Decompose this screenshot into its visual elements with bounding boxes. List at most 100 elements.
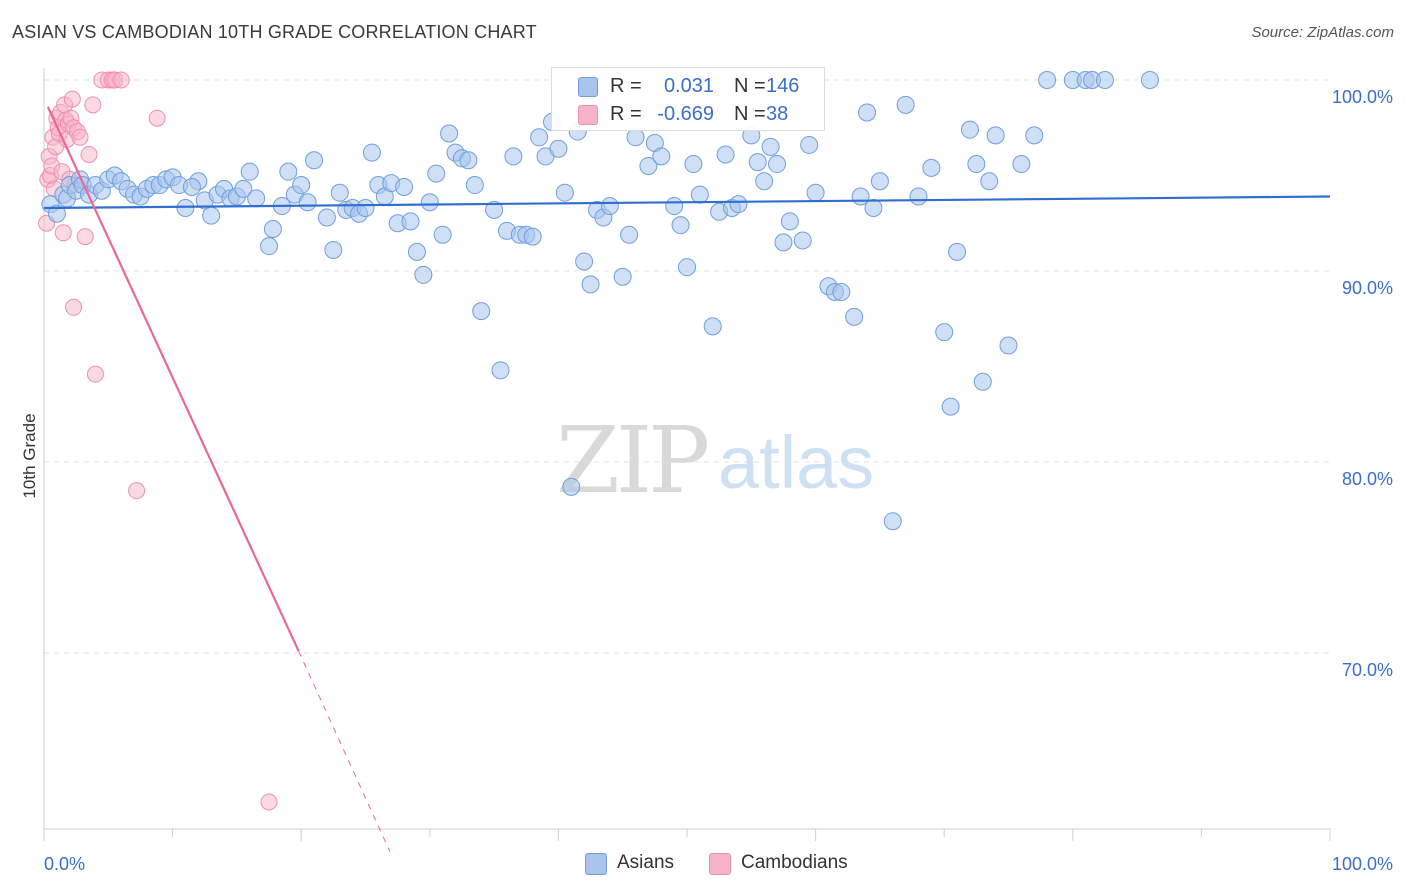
asians-point [47,204,66,223]
asians-point [690,185,709,204]
cambodians-point [148,109,166,127]
asians-point [845,307,864,326]
asians-point [780,212,799,231]
asians-point [247,189,266,208]
asians-point [1140,71,1159,89]
asians-point [549,139,568,158]
y-tick-labels: 100.0% 90.0% 80.0% 70.0% [1332,87,1393,680]
stats-legend: R = 0.031 N = 146 R = -0.669 N = 38 [551,67,825,131]
asians-point [793,231,812,250]
asians-point [292,176,311,195]
cambodians-point [80,145,98,163]
asians-point [600,197,619,216]
asians-point [870,172,889,191]
asians-point [671,216,690,235]
asians-point [748,153,767,172]
asians-point [960,120,979,139]
asians-point [305,151,324,170]
r-value: 0.031 [663,75,714,97]
asians-point [523,227,542,246]
asians-point [800,135,819,154]
asians-point [530,128,549,147]
asians-point [986,126,1005,145]
stats-row-cambodians: R = -0.669 N = 38 [552,101,824,129]
cambodians-point [112,71,130,89]
n-value: 146 [766,75,800,97]
chart-title: ASIAN VS CAMBODIAN 10TH GRADE CORRELATIO… [12,22,537,42]
y-tick-label: 90.0% [1342,278,1393,298]
legend-label: Asians [617,852,675,873]
asians-point [896,95,915,114]
x-tick-label: 0.0% [44,854,85,874]
asians-point [935,323,954,342]
asians-point [485,200,504,219]
asians-point [472,302,491,321]
asians-point [806,183,825,202]
asians-point [941,397,960,416]
cambodians-point [86,365,104,383]
cambodians-point [54,224,72,242]
n-label: N = [734,75,766,97]
asians-point [401,212,420,231]
asians-point [298,193,317,212]
asians-point [909,187,928,206]
asians-point [324,240,343,259]
cambodians-point [71,128,89,146]
asians-point [967,155,986,174]
asians-legend-swatch [585,853,607,875]
asians-point [684,155,703,174]
asians-point [716,145,735,164]
asians-point [575,252,594,271]
asians-point [832,283,851,302]
asians-trend-line [43,195,1331,210]
asians-point [182,177,201,196]
asians-point [1025,126,1044,145]
r-value: -0.669 [657,103,714,125]
asians-point [279,162,298,181]
asians-point [626,128,645,147]
asians-point [491,361,510,380]
asians-point [883,512,902,531]
asians-point [260,237,279,256]
asians-point [362,143,381,162]
cambodians-legend-swatch [709,853,731,875]
x-tick-labels: 0.0% 100.0% [44,854,1393,874]
asians-point [263,219,282,238]
asians-point [433,225,452,244]
watermark-zip: ZIP [556,407,707,514]
asians-point [420,193,439,212]
asians-point [356,198,375,217]
asians-point [703,317,722,336]
asians-point [465,176,484,195]
cambodians-point [84,96,102,114]
asians-point [395,177,414,196]
asians-point [317,208,336,227]
asians-point [620,225,639,244]
asians-point [768,155,787,174]
asians-point [414,265,433,284]
asians-point [761,137,780,156]
cambodians-point [63,90,81,108]
cambodians-swatch [578,105,598,125]
cambodians-trend-extension [298,650,391,852]
watermark-atlas: atlas [718,421,874,504]
asians-point [999,336,1018,355]
cambodians-point [260,793,278,811]
cambodians-point [65,298,83,316]
asians-point [652,147,671,166]
asians-point [613,267,632,286]
asians-point [240,162,259,181]
asians-point [864,198,883,217]
asians-point [729,195,748,214]
n-label: N = [734,103,766,125]
asians-point [755,172,774,191]
cambodians-trend-line [46,106,300,652]
asians-point [555,183,574,202]
asians-point [330,183,349,202]
x-ticks [43,829,1331,841]
asians-point [234,179,253,198]
r-label: R = [610,103,642,125]
asians-swatch [578,77,598,97]
asians-point [1038,71,1057,89]
